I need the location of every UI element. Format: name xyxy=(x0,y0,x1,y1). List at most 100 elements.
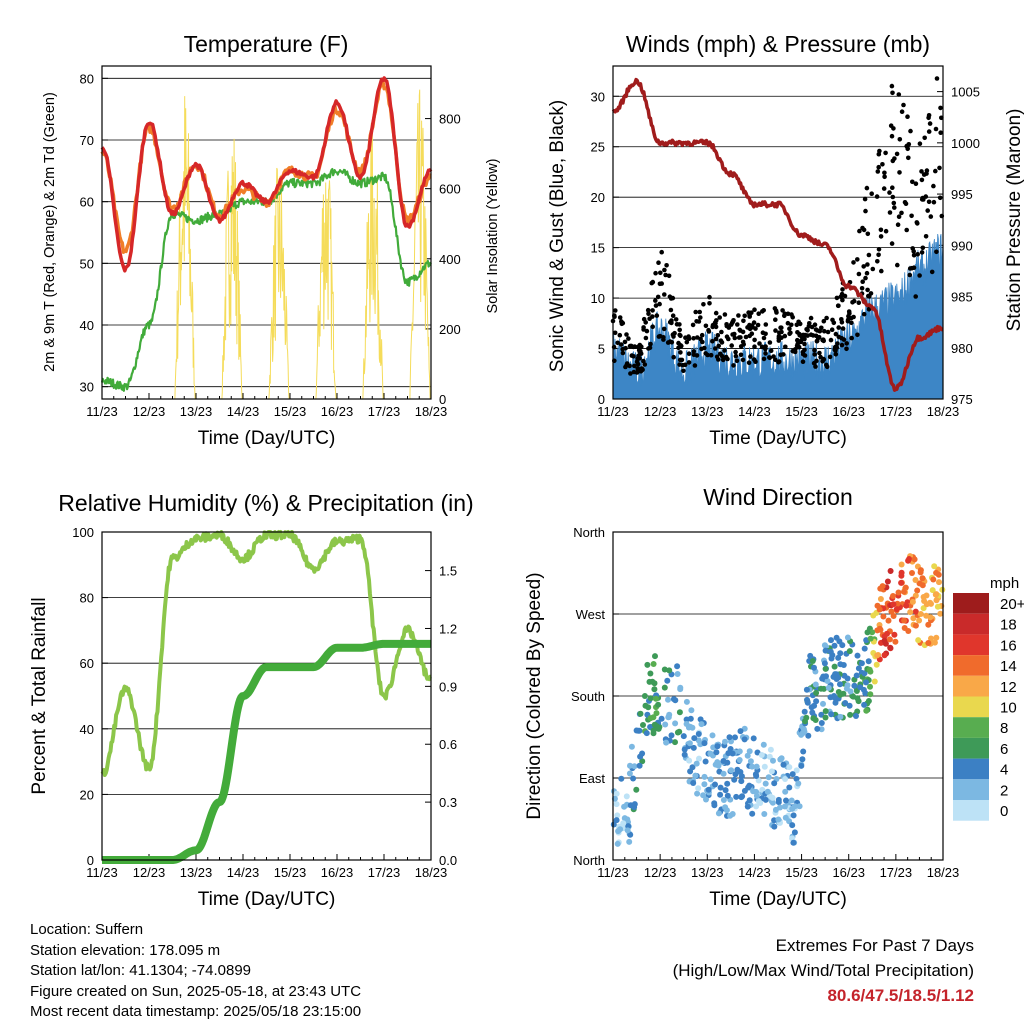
gust-point xyxy=(897,137,903,142)
gust-point xyxy=(865,287,870,293)
gust-point xyxy=(896,214,902,219)
direction-point xyxy=(813,698,820,705)
direction-point xyxy=(755,777,762,784)
x-tick-label: 16/23 xyxy=(832,404,865,419)
y2-tick-label: 0.9 xyxy=(439,679,457,694)
gust-point xyxy=(650,308,655,313)
gust-point xyxy=(917,273,922,278)
gust-point xyxy=(922,135,927,141)
gust-point xyxy=(783,344,788,350)
gust-point xyxy=(732,335,738,341)
direction-point xyxy=(890,601,897,608)
legend-title: mph xyxy=(990,575,1019,592)
gust-point xyxy=(706,327,711,333)
gust-point xyxy=(773,328,778,333)
gust-point xyxy=(634,359,640,365)
direction-point xyxy=(828,655,835,662)
direction-point xyxy=(853,672,860,679)
gust-point xyxy=(742,313,747,319)
direction-point xyxy=(680,733,687,740)
direction-point xyxy=(789,771,796,778)
gust-point xyxy=(904,227,909,233)
direction-point xyxy=(760,741,767,748)
gust-point xyxy=(824,362,829,368)
gust-point xyxy=(636,347,642,353)
y2-tick-label: 1.5 xyxy=(439,564,457,579)
direction-point xyxy=(662,721,669,728)
direction-point xyxy=(911,556,918,563)
direction-point xyxy=(750,788,757,795)
gust-point xyxy=(658,270,663,276)
direction-point xyxy=(828,637,834,644)
direction-point xyxy=(746,797,753,804)
direction-point xyxy=(850,693,857,700)
direction-point xyxy=(613,790,620,797)
gust-point xyxy=(678,343,683,348)
x-tick-label: 18/23 xyxy=(927,865,960,880)
gust-point xyxy=(690,322,696,328)
y-tick-label: 100 xyxy=(72,525,94,540)
direction-point xyxy=(851,682,858,689)
direction-point xyxy=(800,748,807,755)
gust-point xyxy=(718,351,723,357)
direction-point xyxy=(929,587,936,594)
gust-point xyxy=(923,234,929,239)
direction-point xyxy=(692,772,699,779)
x-tick-label: 11/23 xyxy=(597,404,629,419)
series-pressure xyxy=(611,77,944,392)
direction-point xyxy=(880,613,887,620)
gust-point xyxy=(632,363,637,369)
legend-label: 4 xyxy=(1000,762,1008,779)
gust-point xyxy=(876,164,881,170)
gust-point xyxy=(735,322,740,327)
direction-point xyxy=(674,663,681,670)
direction-point xyxy=(893,606,900,613)
gust-point xyxy=(641,327,646,332)
gust-point xyxy=(620,350,626,356)
y-axis-title: 2m & 9m T (Red, Orange) & 2m Td (Green) xyxy=(42,92,58,372)
x-tick-label: 13/23 xyxy=(691,865,724,880)
gust-point xyxy=(833,331,839,337)
direction-point xyxy=(698,721,705,728)
gust-point xyxy=(787,326,792,332)
direction-point xyxy=(739,793,746,800)
gust-point xyxy=(722,312,728,317)
x-axis-title: Time (Day/UTC) xyxy=(709,889,847,910)
gust-point xyxy=(741,318,746,324)
gust-point xyxy=(796,344,802,350)
direction-point xyxy=(881,633,888,640)
x-tick-label: 12/23 xyxy=(133,865,166,880)
direction-point xyxy=(703,796,709,803)
direction-point xyxy=(873,661,880,668)
direction-point xyxy=(931,639,938,646)
x-tick-label: 16/23 xyxy=(321,865,354,880)
gust-point xyxy=(778,352,783,358)
x-tick-label: 17/23 xyxy=(368,865,401,880)
y-tick-label: 60 xyxy=(80,656,94,671)
direction-point xyxy=(782,776,789,782)
direction-point xyxy=(687,715,694,722)
y2-tick-label: 1000 xyxy=(951,136,980,151)
gust-point xyxy=(653,298,658,303)
direction-point xyxy=(898,579,905,586)
gust-point xyxy=(842,293,848,299)
y-tick-label: South xyxy=(571,689,605,704)
legend-label: 18 xyxy=(1000,617,1017,634)
direction-point xyxy=(789,822,796,829)
plot-frame xyxy=(101,531,432,861)
direction-point xyxy=(930,576,937,583)
gust-point xyxy=(864,185,870,191)
direction-point xyxy=(812,681,819,688)
direction-point xyxy=(808,704,815,711)
chart-title: Relative Humidity (%) & Precipitation (i… xyxy=(58,490,473,516)
plot-frame xyxy=(101,65,432,400)
gust-point xyxy=(710,324,715,330)
gust-point xyxy=(703,323,709,329)
y-tick-label: 20 xyxy=(80,787,94,802)
direction-point xyxy=(775,816,782,823)
gust-point xyxy=(910,246,915,251)
direction-point xyxy=(933,591,940,598)
gust-point xyxy=(717,315,722,320)
y2-tick-label: 995 xyxy=(951,187,973,202)
x-tick-label: 18/23 xyxy=(927,404,960,419)
